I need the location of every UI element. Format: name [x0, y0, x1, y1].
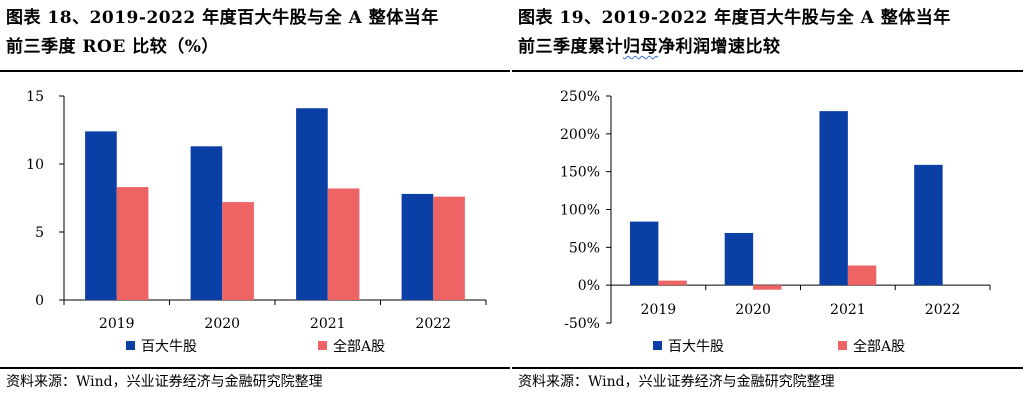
right-chart-panel: 图表 19、2019-2022 年度百大牛股与全 A 整体当年 前三季度累计归母… — [512, 0, 1023, 412]
source-note: 资料来源：Wind，兴业证券经济与金融研究院整理 — [518, 374, 835, 390]
bar-series1-2019 — [629, 221, 659, 286]
bottom-rule — [0, 367, 510, 369]
bottom-rule — [512, 367, 1023, 369]
bar-series2-2020 — [753, 285, 782, 290]
y-tick-label: 0% — [578, 278, 600, 294]
bar-series1-2020 — [190, 146, 223, 300]
legend-label: 百大牛股 — [668, 339, 724, 355]
bar-series2-2019 — [658, 280, 687, 286]
chart-title: 图表 18、2019-2022 年度百大牛股与全 A 整体当年 前三季度 ROE… — [6, 4, 506, 62]
title-line-2-post: 净利润增速比较 — [658, 37, 781, 57]
y-tick-label: 200% — [560, 127, 600, 143]
y-tick-label: 0 — [35, 293, 44, 309]
y-tick-label: 150% — [560, 165, 600, 181]
roe-bar-chart: 0 5 10 15 2019 2020 2021 2022 百大牛股 全部A股 — [26, 89, 487, 355]
top-rule — [512, 70, 1023, 72]
title-line-2: 前三季度 ROE 比较（%） — [6, 37, 219, 57]
legend-swatch — [126, 341, 135, 350]
y-tick-label: 5 — [35, 225, 44, 241]
bar-series1-2022 — [914, 164, 943, 286]
bar-series2-2020 — [222, 202, 254, 300]
bar-series1-2021 — [819, 111, 848, 286]
title-line-2-wavy: 归母 — [623, 37, 658, 57]
title-line-1: 图表 18、2019-2022 年度百大牛股与全 A 整体当年 — [6, 8, 439, 28]
profit-growth-bar-chart: -50% 0% 50% 100% 150% 200% 250% 2019 2020 2021 202… — [560, 89, 991, 355]
x-tick-label: 2020 — [204, 316, 240, 332]
title-line-2-pre: 前三季度累计 — [518, 37, 623, 57]
bar-series2-2021 — [847, 265, 877, 286]
bar-series1-2021 — [296, 108, 328, 300]
y-tick-label: 100% — [560, 203, 600, 219]
y-tick-label: 50% — [569, 240, 600, 256]
legend-swatch — [653, 341, 662, 350]
x-tick-label: 2020 — [735, 302, 771, 318]
y-tick-label: -50% — [564, 316, 600, 332]
x-tick-label: 2019 — [641, 302, 677, 318]
x-tick-label: 2019 — [99, 316, 135, 332]
bar-series1-2019 — [85, 131, 117, 300]
legend-label: 全部A股 — [853, 338, 905, 355]
x-tick-label: 2022 — [925, 302, 961, 318]
top-rule — [0, 70, 510, 72]
x-tick-label: 2021 — [310, 316, 346, 332]
bar-series1-2020 — [724, 232, 754, 286]
bar-series2-2022 — [433, 196, 465, 300]
y-tick-label: 250% — [560, 89, 600, 105]
chart-title: 图表 19、2019-2022 年度百大牛股与全 A 整体当年 前三季度累计归母… — [518, 4, 1018, 62]
y-tick-label: 10 — [26, 157, 44, 173]
title-line-1: 图表 19、2019-2022 年度百大牛股与全 A 整体当年 — [518, 8, 951, 28]
source-note: 资料来源：Wind，兴业证券经济与金融研究院整理 — [6, 374, 323, 390]
legend-label: 全部A股 — [333, 338, 385, 355]
bar-series2-2019 — [116, 187, 149, 300]
bar-series2-2021 — [327, 188, 360, 300]
title-line-2: 前三季度累计归母净利润增速比较 — [518, 33, 1018, 62]
legend-label: 百大牛股 — [141, 339, 197, 355]
x-tick-label: 2022 — [415, 316, 451, 332]
left-chart-panel: 图表 18、2019-2022 年度百大牛股与全 A 整体当年 前三季度 ROE… — [0, 0, 510, 412]
x-tick-label: 2021 — [830, 302, 866, 318]
y-tick-label: 15 — [26, 89, 44, 105]
legend-swatch — [838, 341, 847, 350]
bar-series1-2022 — [401, 193, 434, 300]
legend-swatch — [318, 341, 327, 350]
